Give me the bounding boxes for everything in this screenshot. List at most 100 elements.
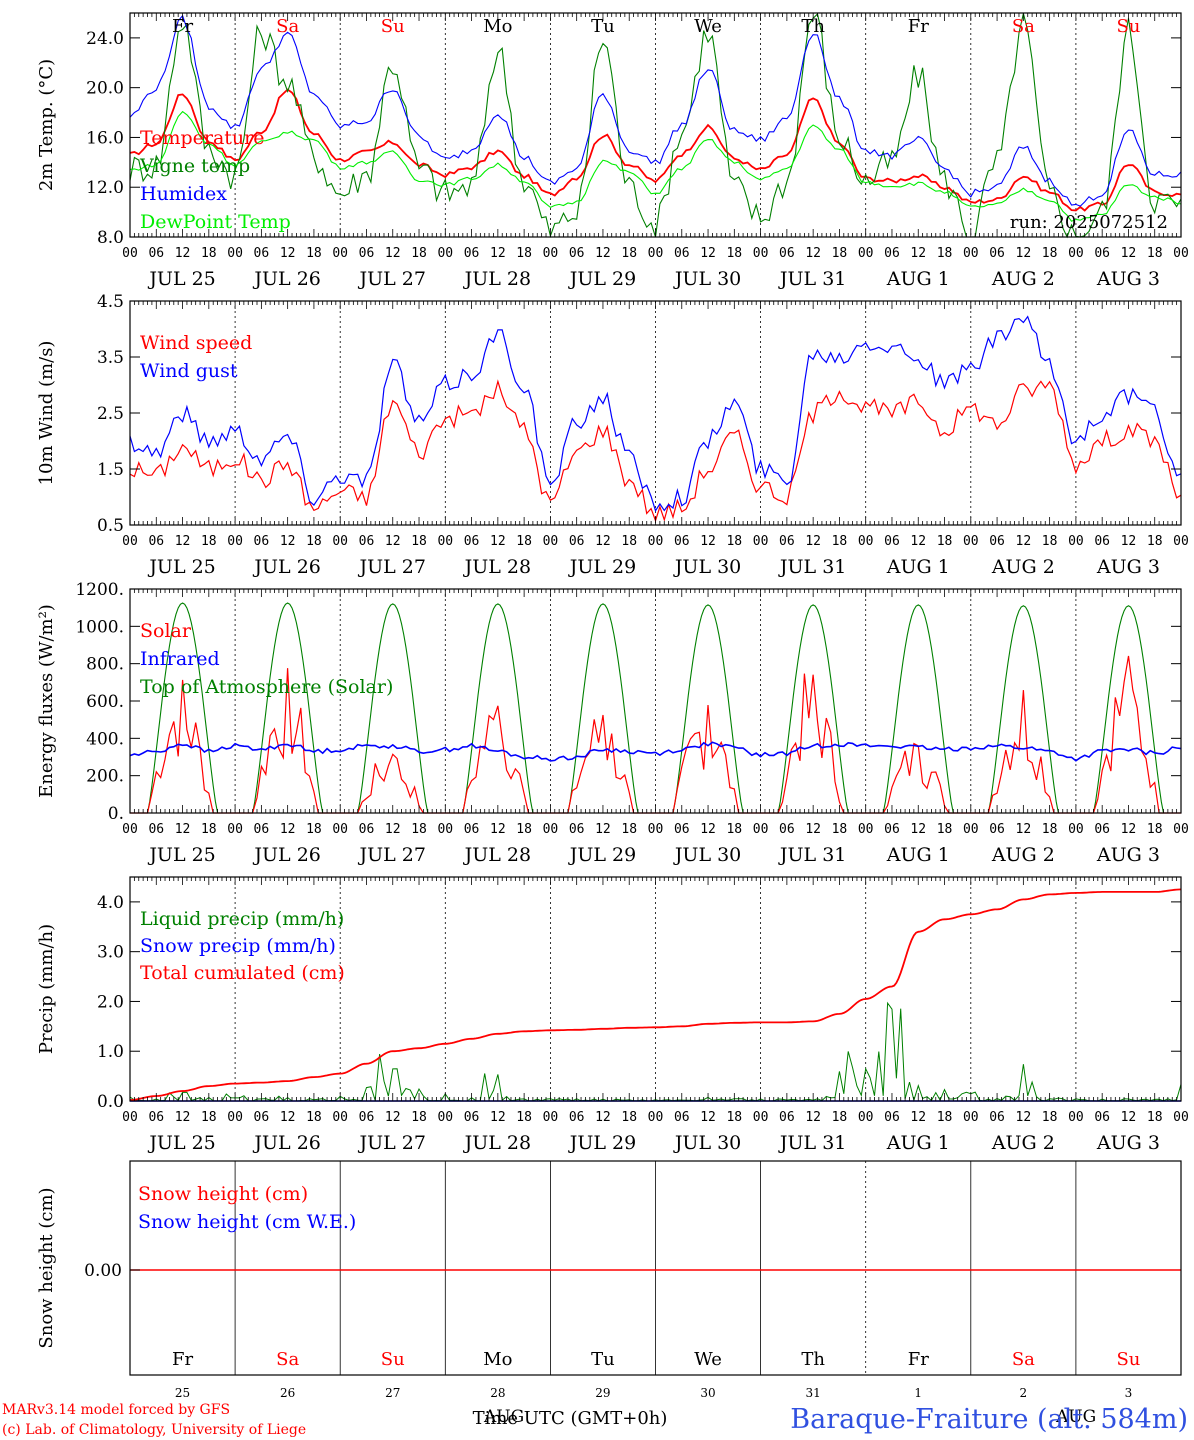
hour-tick-label: 12 <box>280 1110 296 1125</box>
hour-tick-label: 18 <box>201 1110 217 1125</box>
hour-tick-label: 00 <box>437 1110 453 1125</box>
y-tick-label: 0.5 <box>97 516 124 536</box>
hour-tick-label: 12 <box>910 1110 926 1125</box>
hour-tick-label: 06 <box>989 1110 1005 1125</box>
day-name-label: Fr <box>172 16 193 37</box>
hour-tick-label: 18 <box>1147 1110 1163 1125</box>
date-label: JUL 27 <box>358 1132 426 1154</box>
hour-tick-label: 18 <box>832 246 848 261</box>
hour-tick-label: 12 <box>595 822 611 837</box>
hour-tick-label: 12 <box>1016 822 1032 837</box>
hour-tick-label: 00 <box>648 822 664 837</box>
legend-total-cumulated: Total cumulated (cm) <box>140 962 345 984</box>
day-name-label: Su <box>1116 1349 1140 1370</box>
hour-tick-label: 06 <box>359 246 375 261</box>
legend-toa: Top of Atmosphere (Solar) <box>140 676 393 698</box>
hour-tick-label: 18 <box>411 1110 427 1125</box>
hour-tick-label: 06 <box>1094 822 1110 837</box>
date-label: AUG 2 <box>991 844 1055 866</box>
hour-tick-label: 18 <box>832 1110 848 1125</box>
hour-tick-label: 18 <box>621 534 637 549</box>
date-label: AUG 3 <box>1096 556 1160 578</box>
hour-tick-label: 12 <box>595 246 611 261</box>
hour-tick-label: 06 <box>989 534 1005 549</box>
hour-tick-label: 06 <box>674 534 690 549</box>
hour-tick-label: 00 <box>1068 246 1084 261</box>
hour-tick-label: 00 <box>332 822 348 837</box>
hour-tick-label: 18 <box>1042 822 1058 837</box>
date-number-label: 30 <box>700 1386 715 1400</box>
date-label: JUL 28 <box>463 1132 531 1154</box>
hour-tick-label: 06 <box>569 534 585 549</box>
date-label: AUG 3 <box>1096 844 1160 866</box>
hour-tick-label: 06 <box>779 246 795 261</box>
hour-tick-label: 00 <box>332 534 348 549</box>
y-tick-label: 1.0 <box>97 1042 124 1062</box>
hour-tick-label: 12 <box>175 1110 191 1125</box>
hour-tick-label: 00 <box>227 1110 243 1125</box>
hour-tick-label: 00 <box>227 534 243 549</box>
date-number-label: 2 <box>1020 1386 1028 1400</box>
hour-tick-label: 00 <box>858 1110 874 1125</box>
date-label: JUL 28 <box>463 556 531 578</box>
date-label: JUL 26 <box>252 556 320 578</box>
y-axis-label-energy: Energy fluxes (W/m²) <box>36 604 57 798</box>
hour-tick-label: 00 <box>963 246 979 261</box>
aug-overlap-text: AUG <box>1055 1407 1096 1427</box>
y-tick-label: 1000. <box>75 617 124 637</box>
hour-tick-label: 00 <box>1173 822 1189 837</box>
hour-tick-label: 12 <box>910 822 926 837</box>
date-label: JUL 25 <box>147 844 215 866</box>
hour-tick-label: 06 <box>989 822 1005 837</box>
y-tick-label: 800. <box>86 655 124 675</box>
day-name-label: Fr <box>908 16 929 37</box>
day-name-label: Mo <box>483 16 512 37</box>
hour-tick-label: 00 <box>227 822 243 837</box>
legend-wind-gust: Wind gust <box>140 360 238 382</box>
y-tick-label: 400. <box>86 729 124 749</box>
hour-tick-label: 00 <box>753 1110 769 1125</box>
hour-tick-label: 18 <box>937 246 953 261</box>
hour-tick-label: 06 <box>359 534 375 549</box>
y-tick-label: 8.0 <box>97 228 124 248</box>
hour-tick-label: 06 <box>569 822 585 837</box>
hour-tick-label: 06 <box>464 1110 480 1125</box>
day-name-label: Su <box>381 1349 405 1370</box>
hour-tick-label: 06 <box>1094 534 1110 549</box>
hour-tick-label: 18 <box>306 822 322 837</box>
grid-layer <box>234 13 1077 1375</box>
date-label: AUG 1 <box>886 1132 950 1154</box>
hour-tick-label: 12 <box>385 1110 401 1125</box>
hour-tick-label: 18 <box>1042 1110 1058 1125</box>
y-tick-label: 0.00 <box>84 1261 122 1281</box>
hour-tick-label: 18 <box>1147 246 1163 261</box>
x-axis-time-label: Time UTC (GMT+0h) <box>473 1408 668 1429</box>
y-axis-label-precip: Precip (mm/h) <box>36 924 57 1054</box>
day-name-label: Fr <box>172 1349 193 1370</box>
hour-tick-label: 12 <box>805 534 821 549</box>
hour-tick-label: 00 <box>858 822 874 837</box>
day-name-label: Th <box>801 1349 825 1370</box>
hour-tick-label: 12 <box>1121 822 1137 837</box>
hour-tick-label: 00 <box>122 534 138 549</box>
hour-tick-label: 00 <box>1173 1110 1189 1125</box>
legend-infrared: Infrared <box>140 648 220 670</box>
hour-tick-label: 12 <box>910 246 926 261</box>
hour-tick-label: 06 <box>569 246 585 261</box>
hour-tick-label: 18 <box>621 246 637 261</box>
series-dewpoint-temp <box>129 110 1182 222</box>
day-name-label: Fr <box>908 1349 929 1370</box>
y-axis-label-wind: 10m Wind (m/s) <box>36 341 57 486</box>
hour-tick-label: 06 <box>884 246 900 261</box>
hour-tick-label: 06 <box>464 822 480 837</box>
hour-tick-label: 18 <box>832 822 848 837</box>
data-layer <box>129 12 1182 1271</box>
date-label: JUL 26 <box>252 268 320 290</box>
hour-tick-label: 06 <box>254 1110 270 1125</box>
station-title: Baraque-Fraiture (alt. 584m) <box>790 1404 1188 1435</box>
hour-tick-label: 18 <box>726 822 742 837</box>
date-label: JUL 28 <box>463 268 531 290</box>
hour-tick-label: 12 <box>700 822 716 837</box>
hour-tick-label: 18 <box>1042 534 1058 549</box>
hour-tick-label: 18 <box>516 534 532 549</box>
